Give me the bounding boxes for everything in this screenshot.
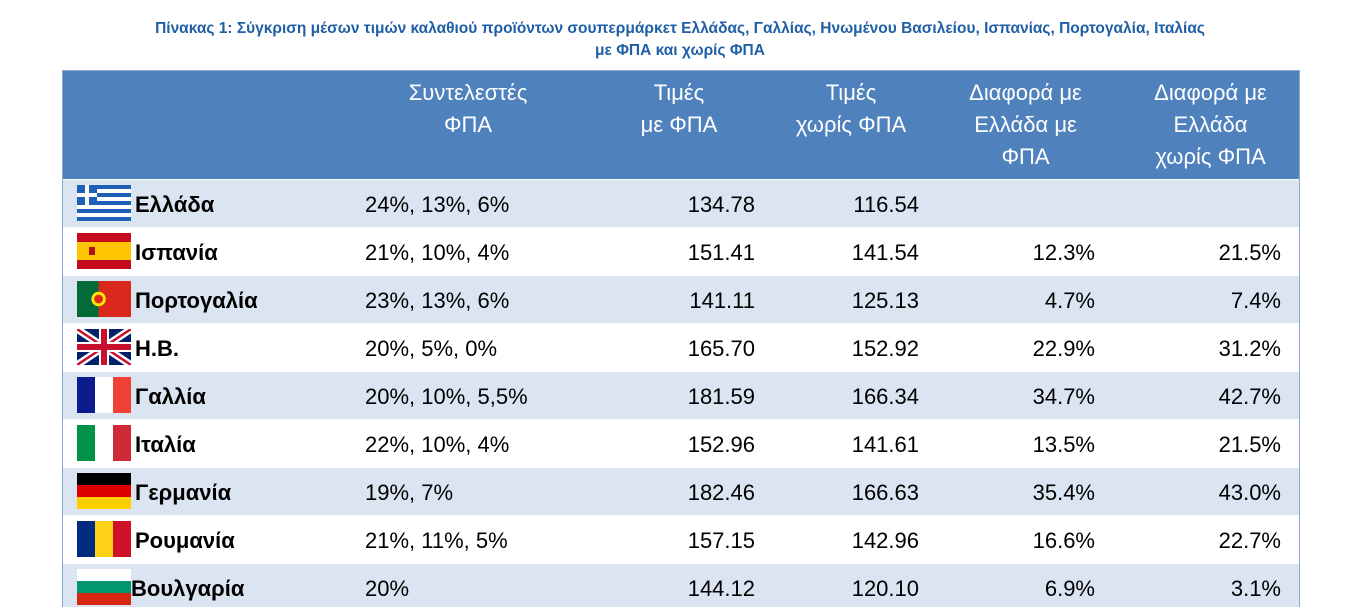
header-diff-without-vat: Διαφορά με Ελλάδα χωρίς ΦΠΑ [1128, 77, 1293, 173]
country-name: Ελλάδα [135, 192, 215, 217]
country-name: Ισπανία [135, 240, 218, 265]
price-without-vat: 125.13 [851, 288, 919, 313]
header-price-with-vat: Τιμές με ΦΠΑ [619, 77, 739, 141]
header-price-without-vat: Τιμές χωρίς ΦΠΑ [781, 77, 921, 141]
header-text: Τιμές [825, 80, 877, 105]
portugal-flag-icon [77, 281, 131, 317]
price-with-vat: 151.41 [687, 240, 755, 265]
header-diff-with-vat: Διαφορά με Ελλάδα με ΦΠΑ [943, 77, 1108, 173]
comparison-table: Συντελεστές ΦΠΑ Τιμές με ΦΠΑ Τιμές χωρίς… [62, 70, 1300, 607]
price-with-vat: 144.12 [687, 576, 755, 601]
table-row: Γερμανία 19%, 7% 182.46 166.63 35.4% 43.… [63, 467, 1299, 515]
vat-rates: 20%, 10%, 5,5% [365, 384, 528, 409]
header-text: χωρίς ΦΠΑ [795, 112, 907, 137]
table-row: Ιταλία 22%, 10%, 4% 152.96 141.61 13.5% … [63, 419, 1299, 467]
diff-without-vat: 7.4% [1230, 288, 1281, 313]
header-text: ΦΠΑ [443, 112, 493, 137]
table-header: Συντελεστές ΦΠΑ Τιμές με ΦΠΑ Τιμές χωρίς… [63, 71, 1299, 179]
country-name: Ιταλία [135, 432, 196, 457]
country-name: Βουλγαρία [131, 576, 245, 601]
price-with-vat: 165.70 [687, 336, 755, 361]
vat-rates: 21%, 10%, 4% [365, 240, 510, 265]
diff-with-vat: 12.3% [1032, 240, 1095, 265]
header-text: ΦΠΑ [1001, 144, 1050, 169]
price-without-vat: 141.61 [851, 432, 919, 457]
country-name: Γαλλία [135, 384, 206, 409]
diff-without-vat: 42.7% [1218, 384, 1281, 409]
table-row: Πορτογαλία 23%, 13%, 6% 141.11 125.13 4.… [63, 275, 1299, 323]
caption-line-2: με ΦΠΑ και χωρίς ΦΠΑ [595, 42, 765, 59]
diff-with-vat: 35.4% [1032, 480, 1095, 505]
bulgaria-flag-icon [77, 569, 131, 605]
price-without-vat: 152.92 [851, 336, 919, 361]
vat-rates: 21%, 11%, 5% [365, 528, 508, 553]
vat-rates: 19%, 7% [365, 480, 454, 505]
vat-rates: 23%, 13%, 6% [365, 288, 510, 313]
greece-flag-icon [77, 185, 131, 221]
uk-flag-icon [77, 329, 131, 365]
diff-with-vat: 22.9% [1032, 336, 1095, 361]
country-name: Γερμανία [135, 480, 232, 505]
diff-without-vat: 31.2% [1218, 336, 1281, 361]
table-row: Γαλλία 20%, 10%, 5,5% 181.59 166.34 34.7… [63, 371, 1299, 419]
price-with-vat: 134.78 [687, 192, 755, 217]
price-with-vat: 157.15 [687, 528, 755, 553]
header-vat-rates: Συντελεστές ΦΠΑ [388, 77, 548, 141]
spain-flag-icon [77, 233, 131, 269]
price-with-vat: 181.59 [687, 384, 755, 409]
price-without-vat: 120.10 [851, 576, 919, 601]
price-without-vat: 142.96 [851, 528, 919, 553]
table-caption: Πίνακας 1: Σύγκριση μέσων τιμών καλαθιού… [0, 18, 1360, 62]
table-row: Βουλγαρία 20% 144.12 120.10 6.9% 3.1% [63, 563, 1299, 607]
vat-rates: 20% [365, 576, 410, 601]
diff-without-vat: 22.7% [1218, 528, 1281, 553]
header-text: Ελλάδα με [974, 112, 1077, 137]
diff-with-vat: 13.5% [1032, 432, 1095, 457]
price-without-vat: 116.54 [853, 192, 919, 217]
header-text: Διαφορά με [1154, 80, 1267, 105]
header-text: Ελλάδα [1173, 112, 1248, 137]
country-name: Ρουμανία [135, 528, 235, 553]
table-row: Ελλάδα 24%, 13%, 6% 134.78 116.54 [63, 179, 1299, 227]
price-with-vat: 141.11 [689, 288, 755, 313]
diff-with-vat: 34.7% [1032, 384, 1095, 409]
caption-line-1: Πίνακας 1: Σύγκριση μέσων τιμών καλαθιού… [155, 20, 1205, 37]
price-with-vat: 152.96 [687, 432, 755, 457]
table-row: Ρουμανία 21%, 11%, 5% 157.15 142.96 16.6… [63, 515, 1299, 563]
diff-with-vat: 6.9% [1044, 576, 1095, 601]
country-name: Πορτογαλία [135, 288, 258, 313]
diff-without-vat: 21.5% [1218, 432, 1281, 457]
header-text: με ΦΠΑ [640, 112, 718, 137]
diff-without-vat: 21.5% [1218, 240, 1281, 265]
diff-without-vat: 43.0% [1218, 480, 1281, 505]
price-without-vat: 166.34 [851, 384, 919, 409]
diff-without-vat: 3.1% [1230, 576, 1281, 601]
diff-with-vat: 4.7% [1044, 288, 1095, 313]
vat-rates: 20%, 5%, 0% [365, 336, 498, 361]
table-row: Η.Β. 20%, 5%, 0% 165.70 152.92 22.9% 31.… [63, 323, 1299, 371]
price-without-vat: 141.54 [851, 240, 919, 265]
header-text: Συντελεστές [408, 80, 528, 105]
header-text: Διαφορά με [969, 80, 1082, 105]
romania-flag-icon [77, 521, 131, 557]
france-flag-icon [77, 377, 131, 413]
country-name: Η.Β. [135, 336, 179, 361]
vat-rates: 22%, 10%, 4% [365, 432, 510, 457]
italy-flag-icon [77, 425, 131, 461]
table-row: Ισπανία 21%, 10%, 4% 151.41 141.54 12.3%… [63, 227, 1299, 275]
price-with-vat: 182.46 [687, 480, 755, 505]
vat-rates: 24%, 13%, 6% [365, 192, 510, 217]
germany-flag-icon [77, 473, 131, 509]
price-without-vat: 166.63 [851, 480, 919, 505]
diff-with-vat: 16.6% [1032, 528, 1095, 553]
header-text: χωρίς ΦΠΑ [1155, 144, 1266, 169]
header-text: Τιμές [653, 80, 705, 105]
